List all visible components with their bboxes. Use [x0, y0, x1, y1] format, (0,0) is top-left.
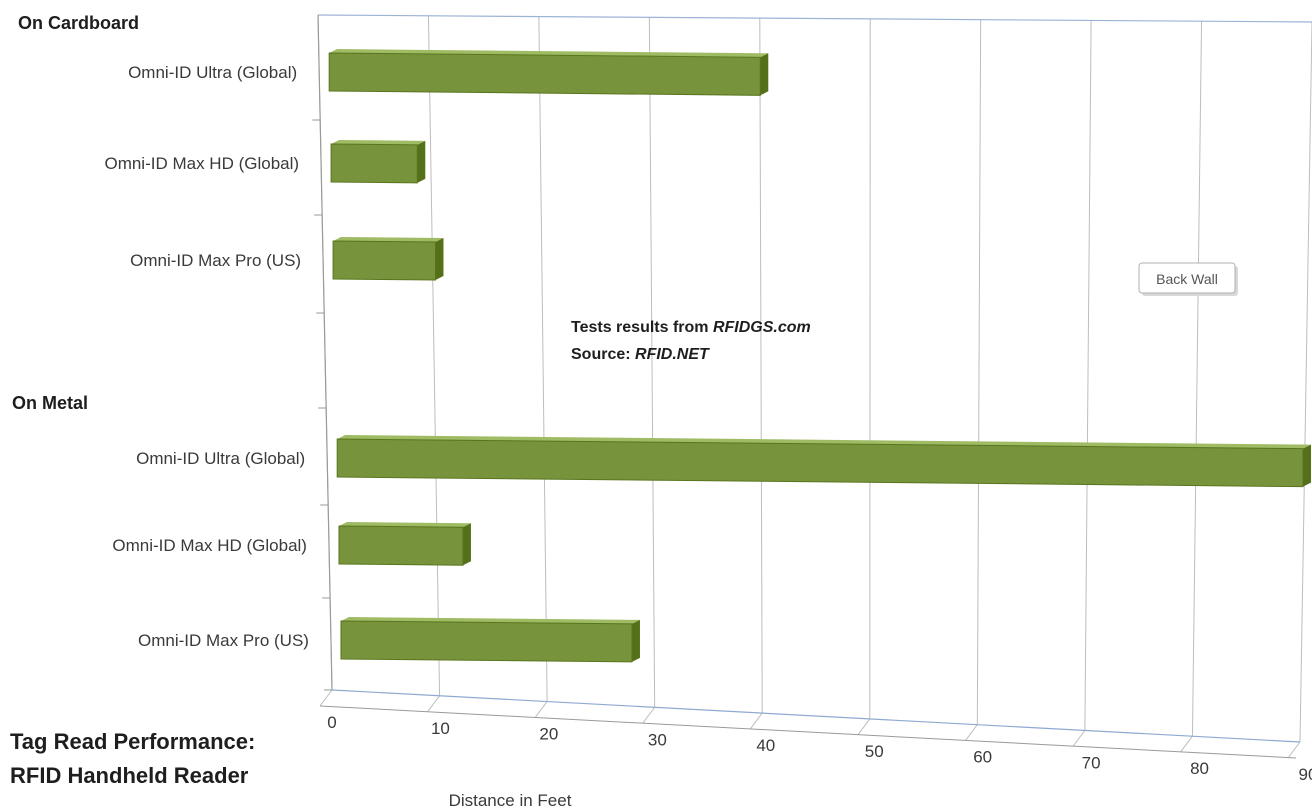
tooltip-label: Back Wall	[1156, 271, 1218, 287]
group-label: On Metal	[12, 393, 88, 413]
x-axis-line	[331, 689, 1301, 743]
bar-front-face	[332, 240, 436, 281]
bar-front-face	[340, 620, 633, 663]
bar-end-face	[417, 140, 426, 183]
floor-front-edge	[319, 705, 1297, 759]
bar	[338, 522, 471, 566]
floor-depth-line	[964, 724, 978, 741]
bar-top-face	[337, 435, 1312, 449]
grid-line	[538, 16, 548, 702]
floor-depth-line	[319, 689, 333, 707]
bar-top-face	[340, 617, 640, 624]
grid-line	[1191, 21, 1203, 737]
bar	[330, 140, 426, 184]
grid-line	[1084, 20, 1092, 731]
x-tick-label: 50	[865, 742, 884, 761]
floor-depth-line	[1180, 735, 1193, 753]
x-tick-label: 10	[431, 719, 450, 738]
grid-line	[976, 19, 982, 725]
x-tick-label: 30	[648, 730, 667, 749]
bar	[332, 237, 444, 281]
grid-line	[427, 15, 441, 696]
bar-top-face	[333, 237, 444, 243]
chart-title-line-1: Tag Read Performance:	[10, 729, 255, 754]
x-tick-label: 90	[1299, 765, 1312, 784]
bar-front-face	[336, 438, 1304, 488]
back-wall-tooltip: Back Wall	[1138, 262, 1238, 296]
y-axis-line	[317, 14, 333, 691]
annotation-tests-prefix: Tests results from	[571, 319, 713, 336]
bar	[328, 49, 769, 96]
floor-depth-line	[427, 695, 440, 713]
bar-end-face	[1303, 444, 1311, 487]
floor-depth-line	[534, 701, 548, 718]
bar	[340, 617, 640, 663]
bar-end-face	[760, 53, 769, 96]
x-tick-labels: 0 10 20 30 40 50 60 70 80 90	[327, 713, 1312, 784]
bar-end-face	[462, 523, 471, 566]
bar-front-face	[328, 52, 761, 96]
grid-line	[648, 17, 656, 708]
bars	[328, 49, 1312, 663]
category-label: Omni-ID Max HD (Global)	[104, 154, 299, 173]
category-label: Omni-ID Max Pro (US)	[130, 251, 301, 270]
floor-depth-line	[857, 718, 871, 736]
chart-title-line-2: RFID Handheld Reader	[10, 763, 249, 788]
category-label: Omni-ID Max HD (Global)	[112, 536, 307, 555]
bar	[336, 435, 1312, 488]
bar-top-face	[329, 49, 769, 58]
category-label: Omni-ID Ultra (Global)	[136, 449, 305, 468]
x-tick-label: 20	[539, 725, 558, 744]
floor-depth-line	[749, 712, 763, 730]
bar-top-face	[331, 140, 426, 145]
annotation-source-name: RFID.NET	[635, 346, 710, 363]
x-tick-label: 80	[1190, 759, 1209, 778]
x-tick-label: 0	[327, 713, 336, 732]
x-tick-label: 60	[973, 748, 992, 767]
category-label: Omni-ID Ultra (Global)	[128, 63, 297, 82]
x-tick-label: 40	[756, 736, 775, 755]
bar-end-face	[435, 238, 444, 281]
annotation-source-prefix: Source:	[571, 346, 635, 363]
axes	[312, 14, 1312, 759]
annotation-tests-results: Tests results from RFIDGS.com	[571, 319, 811, 336]
tooltip-box	[1138, 262, 1236, 294]
annotation-source: Source: RFID.NET	[571, 346, 710, 363]
grid-line	[1299, 21, 1312, 743]
category-label: Omni-ID Max Pro (US)	[138, 631, 309, 650]
grid-line	[759, 18, 763, 714]
bar-front-face	[330, 143, 418, 184]
bar-end-face	[631, 619, 640, 662]
category-labels: On Cardboard Omni-ID Ultra (Global) Omni-I…	[12, 13, 309, 650]
floor-depth-line	[1287, 741, 1301, 759]
floor-depth-line	[642, 707, 656, 724]
bar-front-face	[338, 525, 464, 566]
back-wall-top-edge	[317, 14, 1312, 23]
x-axis-title: Distance in Feet	[449, 791, 572, 810]
floor-depth-line	[1072, 730, 1086, 747]
x-tick-label: 70	[1082, 753, 1101, 772]
grid-lines	[317, 14, 1312, 759]
group-label: On Cardboard	[18, 13, 139, 33]
annotation-tests-source: RFIDGS.com	[713, 319, 811, 336]
